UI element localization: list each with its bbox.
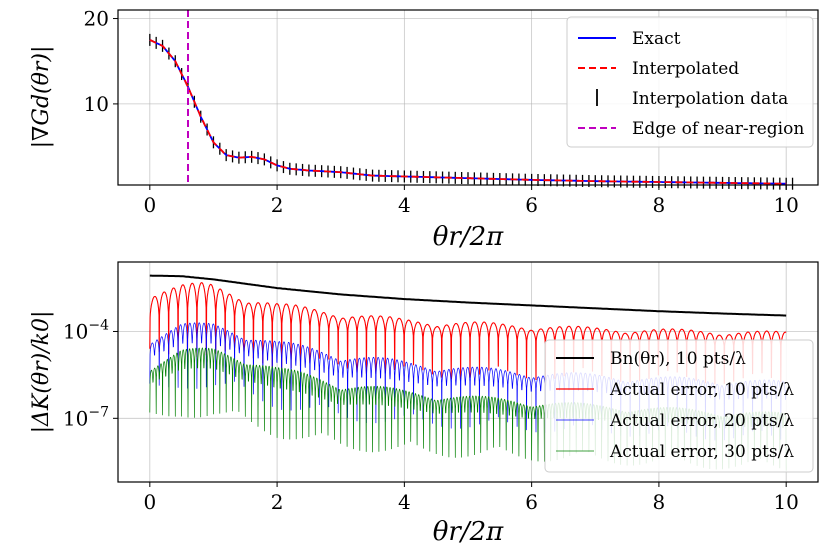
top-frame — [117, 9, 819, 186]
legend-exact-label: Exact — [632, 29, 681, 49]
bottom-ytick-label: 10−7 — [63, 404, 109, 430]
bottom-xtick-label: 10 — [773, 490, 798, 514]
bottom-xtick-label: 2 — [271, 490, 284, 514]
top-xlabel: θr/2π — [433, 222, 504, 252]
legend-edge-label: Edge of near-region — [632, 119, 804, 139]
top-xtick-label: 2 — [271, 193, 284, 217]
top-y-ticks: 10 20 — [84, 7, 118, 116]
bottom-ytick-label: 10−4 — [63, 317, 109, 343]
top-legend: Exact Interpolated Interpolation data Ed… — [566, 16, 814, 148]
interpolated-series-line — [149, 39, 787, 185]
top-xtick-label: 6 — [525, 193, 538, 217]
top-xtick-label: 0 — [143, 193, 156, 217]
bn-series-line — [149, 274, 787, 317]
top-xtick-label: 4 — [398, 193, 411, 217]
legend-bn-label: Bn(θr), 10 pts/λ — [610, 349, 746, 369]
top-x-ticks: 0 2 4 6 8 10 — [143, 185, 799, 217]
bottom-xlabel: θr/2π — [433, 517, 504, 547]
bottom-panel: 0 2 4 6 8 10 10−4 10−7 θr/2π |ΔK(θr)/k0| Bn(θr… — [29, 261, 819, 547]
bottom-xtick-label: 0 — [143, 490, 156, 514]
top-plot-area — [149, 10, 794, 190]
top-ylabel: |∇Gd(θr)| — [29, 46, 54, 149]
legend-err10-label: Actual error, 10 pts/λ — [609, 380, 794, 400]
legend-interp-data-label: Interpolation data — [632, 89, 788, 109]
bottom-xtick-label: 6 — [525, 490, 538, 514]
top-ytick-label: 20 — [84, 7, 109, 31]
legend-interpolated-label: Interpolated — [632, 59, 739, 79]
bottom-x-ticks: 0 2 4 6 8 10 — [143, 482, 799, 514]
top-panel: 0 2 4 6 8 10 10 20 θr/2π |∇Gd(θr)| Exact Inter… — [29, 7, 819, 252]
bottom-y-ticks: 10−4 10−7 — [63, 317, 118, 430]
top-xtick-label: 8 — [653, 193, 666, 217]
legend-err30-label: Actual error, 30 pts/λ — [609, 442, 794, 462]
top-ytick-label: 10 — [84, 92, 109, 116]
legend-err20-label: Actual error, 20 pts/λ — [609, 411, 794, 431]
bottom-xtick-label: 8 — [653, 490, 666, 514]
top-xtick-label: 10 — [773, 193, 798, 217]
error-10pts-series-line — [149, 282, 787, 385]
bottom-ylabel: |ΔK(θr)/k0| — [29, 311, 54, 434]
bottom-legend: Bn(θr), 10 pts/λ Actual error, 10 pts/λ … — [544, 339, 814, 473]
bottom-xtick-label: 4 — [398, 490, 411, 514]
bottom-frame — [117, 261, 819, 483]
